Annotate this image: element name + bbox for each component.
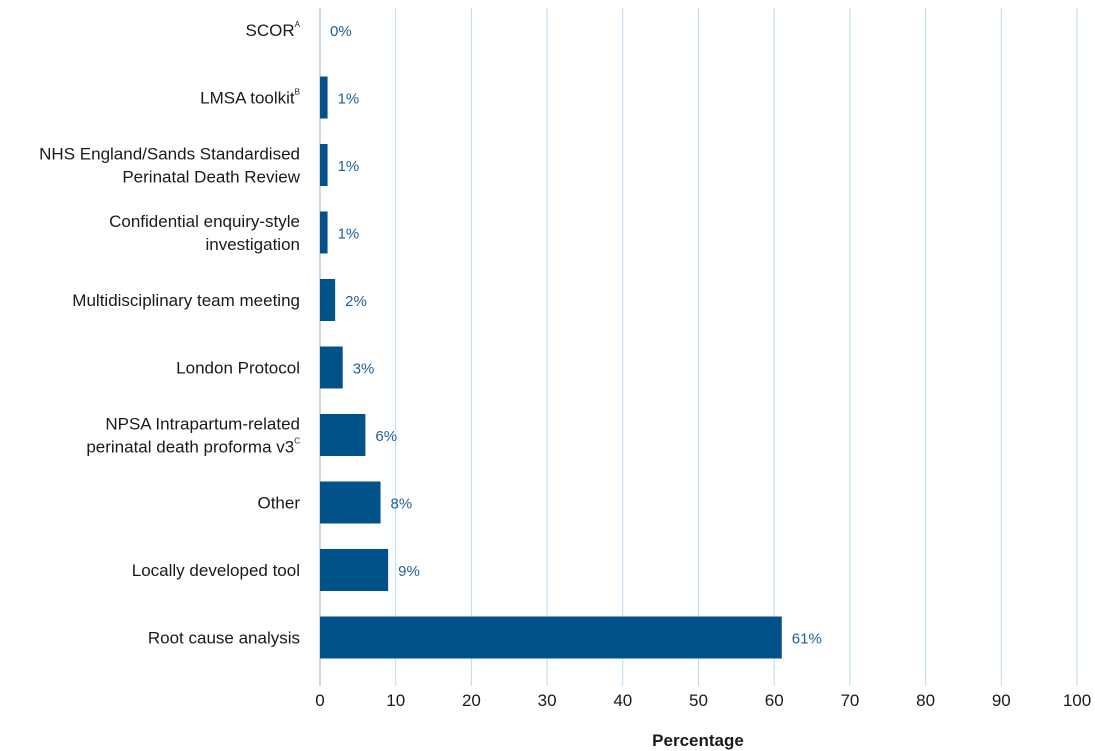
- x-axis-title: Percentage: [652, 731, 744, 750]
- data-label: 3%: [353, 361, 375, 378]
- category-label: NHS England/Sands Standardised: [39, 145, 300, 164]
- bar: [320, 346, 343, 389]
- gridlines: [319, 8, 1078, 686]
- footnote-marker: B: [295, 88, 300, 97]
- data-label: 1%: [338, 226, 360, 243]
- data-label: 0%: [330, 23, 352, 40]
- data-label: 9%: [398, 563, 420, 580]
- bar: [320, 211, 328, 254]
- bar: [320, 481, 381, 524]
- x-tick-label: 100: [1063, 691, 1091, 710]
- category-label: investigation: [205, 235, 300, 254]
- x-tick-label: 10: [386, 691, 405, 710]
- x-tick-label: 30: [538, 691, 557, 710]
- footnote-marker: A: [295, 20, 301, 29]
- x-tick-label: 60: [765, 691, 784, 710]
- x-tick-label: 70: [840, 691, 859, 710]
- data-label: 2%: [345, 293, 367, 310]
- category-labels: SCORA LMSA toolkitB NHS England/Sands Stan…: [39, 20, 301, 648]
- category-label: Root cause analysis: [148, 629, 300, 648]
- x-tick-label: 80: [916, 691, 935, 710]
- bar: [320, 414, 366, 456]
- data-label: 1%: [338, 91, 360, 108]
- bar: [320, 279, 336, 321]
- category-label: NPSA Intrapartum-related: [105, 415, 300, 434]
- category-label: perinatal death proforma v3C: [86, 437, 300, 457]
- x-tick-label: 20: [462, 691, 481, 710]
- x-axis-ticks: 0 10 20 30 40 50 60 70 80 90 100: [315, 691, 1091, 710]
- category-label: Confidential enquiry-style: [109, 212, 300, 231]
- category-label: Perinatal Death Review: [122, 168, 300, 187]
- footnote-marker: C: [294, 437, 300, 446]
- x-tick-label: 50: [689, 691, 708, 710]
- category-label: SCORA: [246, 20, 301, 40]
- category-label: Locally developed tool: [132, 561, 300, 580]
- category-label: Other: [257, 494, 300, 513]
- data-label: 61%: [792, 631, 822, 648]
- data-label: 8%: [391, 496, 413, 513]
- bars: [320, 76, 782, 659]
- bar: [320, 616, 782, 659]
- data-label: 6%: [375, 428, 397, 445]
- bar: [320, 144, 328, 186]
- category-label: LMSA toolkitB: [200, 88, 300, 108]
- bar: [320, 76, 328, 119]
- bar: [320, 549, 389, 591]
- category-label: Multidisciplinary team meeting: [72, 291, 300, 310]
- x-tick-label: 0: [315, 691, 324, 710]
- x-tick-label: 90: [992, 691, 1011, 710]
- x-tick-label: 40: [613, 691, 632, 710]
- category-label: London Protocol: [176, 359, 300, 378]
- data-label: 1%: [338, 158, 360, 175]
- data-labels: 0% 1% 1% 1% 2% 3% 6% 8% 9% 61%: [330, 23, 822, 648]
